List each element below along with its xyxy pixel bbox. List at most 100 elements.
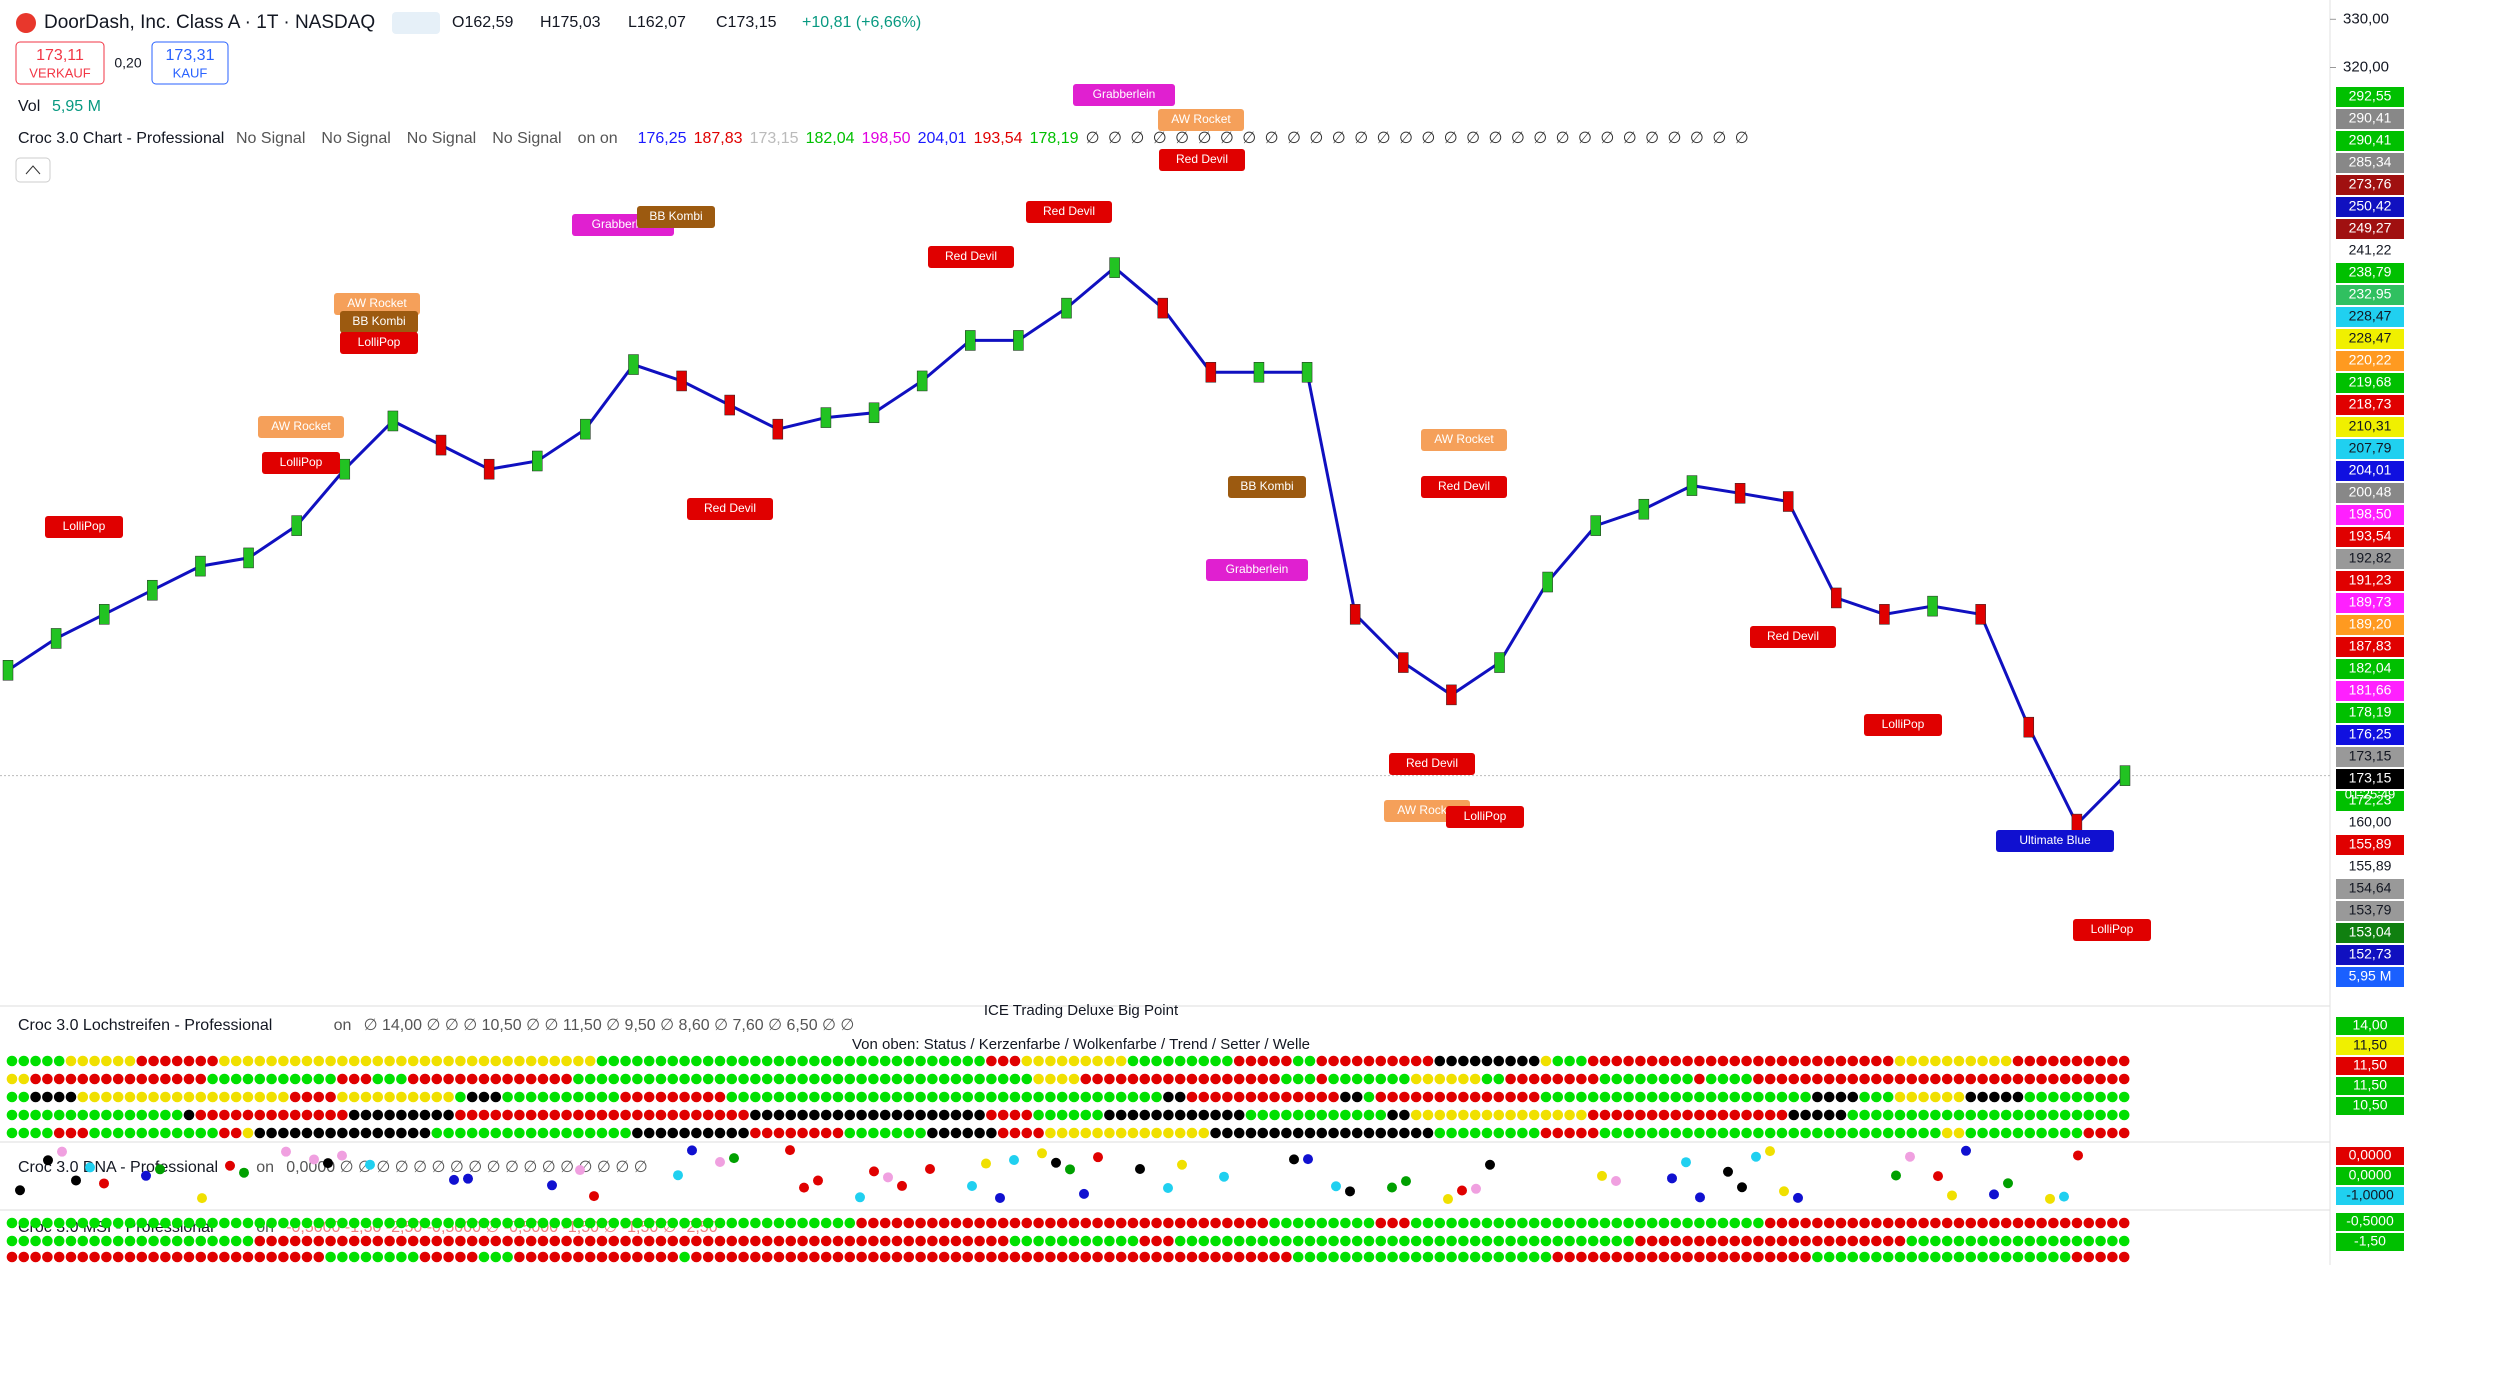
candle xyxy=(50,628,62,649)
axis-label-box xyxy=(2336,659,2404,679)
state-dot xyxy=(1847,1127,1859,1139)
state-dot xyxy=(1977,1091,1988,1103)
state-dot xyxy=(1729,1109,1741,1121)
axis-label-box xyxy=(2336,945,2404,965)
axis-label: 172,23 xyxy=(2349,792,2392,808)
state-dot xyxy=(1705,1091,1717,1103)
state-dot xyxy=(1399,1109,1410,1121)
signal-label-box xyxy=(262,452,340,474)
state-dot xyxy=(1599,1217,1611,1229)
pane-name: Croc 3.0 DNA - Professional xyxy=(18,1159,218,1176)
state-dot xyxy=(1764,1109,1776,1121)
state-dot xyxy=(2071,1109,2083,1121)
state-dot xyxy=(1222,1251,1233,1263)
state-dot xyxy=(1351,1127,1363,1139)
state-dot xyxy=(1823,1073,1835,1085)
state-dot xyxy=(1930,1091,1941,1103)
state-dot xyxy=(1363,1055,1375,1067)
sell-button[interactable] xyxy=(15,41,105,85)
axis-label: -1,0000 xyxy=(2346,1187,2394,1203)
state-dot xyxy=(1092,1217,1103,1229)
state-dot xyxy=(1599,1109,1611,1121)
state-dot xyxy=(89,1109,100,1121)
state-dot xyxy=(478,1235,490,1247)
collapse-button[interactable] xyxy=(15,157,51,183)
state-dot xyxy=(431,1109,443,1121)
state-dot xyxy=(1198,1217,1210,1229)
state-dot xyxy=(1587,1073,1599,1085)
pane-title: ICE Trading Deluxe Big Point xyxy=(984,1002,1179,1019)
state-dot xyxy=(1646,1127,1658,1139)
state-dot xyxy=(1222,1055,1233,1067)
state-dot xyxy=(1257,1217,1269,1229)
state-dot xyxy=(691,1217,702,1229)
state-dot xyxy=(53,1235,65,1247)
candle xyxy=(772,418,784,440)
state-dot xyxy=(348,1073,360,1085)
state-dot xyxy=(1292,1217,1304,1229)
state-dot xyxy=(1434,1235,1446,1247)
state-dot xyxy=(1257,1073,1269,1085)
state-dot xyxy=(2118,1055,2130,1067)
state-dot xyxy=(183,1217,195,1229)
dna-dot xyxy=(1093,1152,1103,1163)
state-dot xyxy=(596,1055,608,1067)
state-dot xyxy=(1092,1235,1103,1247)
state-dot xyxy=(407,1217,419,1229)
state-dot xyxy=(927,1127,938,1139)
axis-label-box xyxy=(2336,615,2404,635)
state-dot xyxy=(466,1235,478,1247)
state-dot xyxy=(1493,1127,1505,1139)
state-dot xyxy=(1930,1055,1941,1067)
axis-label-box xyxy=(2336,791,2404,811)
state-dot xyxy=(266,1217,277,1229)
signal-label-box xyxy=(687,498,773,520)
state-dot xyxy=(1458,1217,1469,1229)
state-dot xyxy=(761,1055,773,1067)
state-dot xyxy=(490,1091,502,1103)
state-dot xyxy=(1977,1217,1988,1229)
state-dot xyxy=(1245,1091,1257,1103)
axis-label-box xyxy=(2336,197,2404,217)
axis-label-box xyxy=(2336,131,2404,151)
state-dot xyxy=(254,1109,266,1121)
state-dot xyxy=(348,1109,360,1121)
signal-label-box xyxy=(928,246,1014,268)
state-dot xyxy=(1753,1235,1764,1247)
state-dot xyxy=(1045,1109,1056,1121)
dna-dot xyxy=(673,1170,683,1181)
state-dot xyxy=(1198,1073,1210,1085)
state-dot xyxy=(2107,1251,2118,1263)
state-dot xyxy=(1434,1073,1446,1085)
state-dot xyxy=(1717,1127,1729,1139)
signal-label-box xyxy=(334,293,420,315)
state-dot xyxy=(702,1251,714,1263)
axis-label: 290,41 xyxy=(2349,132,2392,148)
state-dot xyxy=(1080,1251,1092,1263)
axis-label-box xyxy=(2336,1187,2404,1205)
axis-label-box xyxy=(2336,725,2404,745)
state-dot xyxy=(1623,1109,1634,1121)
state-dot xyxy=(101,1091,112,1103)
state-dot xyxy=(1458,1235,1469,1247)
state-dot xyxy=(1812,1073,1823,1085)
state-dot xyxy=(514,1109,525,1121)
state-dot xyxy=(65,1251,77,1263)
state-dot xyxy=(738,1109,749,1121)
axis-label-box xyxy=(2336,219,2404,239)
state-dot xyxy=(785,1055,797,1067)
state-dot xyxy=(1918,1109,1929,1121)
state-dot xyxy=(608,1127,620,1139)
state-dot xyxy=(1104,1251,1115,1263)
state-dot xyxy=(1469,1235,1481,1247)
buy-button[interactable] xyxy=(151,41,229,85)
state-dot xyxy=(455,1251,466,1263)
state-dot xyxy=(844,1127,856,1139)
axis-label: 241,22 xyxy=(2349,242,2392,258)
state-dot xyxy=(1847,1109,1859,1121)
state-dot xyxy=(455,1091,466,1103)
state-dot xyxy=(1422,1091,1434,1103)
state-dot xyxy=(986,1055,997,1067)
dna-dot xyxy=(1695,1192,1705,1203)
state-dot xyxy=(667,1073,679,1085)
